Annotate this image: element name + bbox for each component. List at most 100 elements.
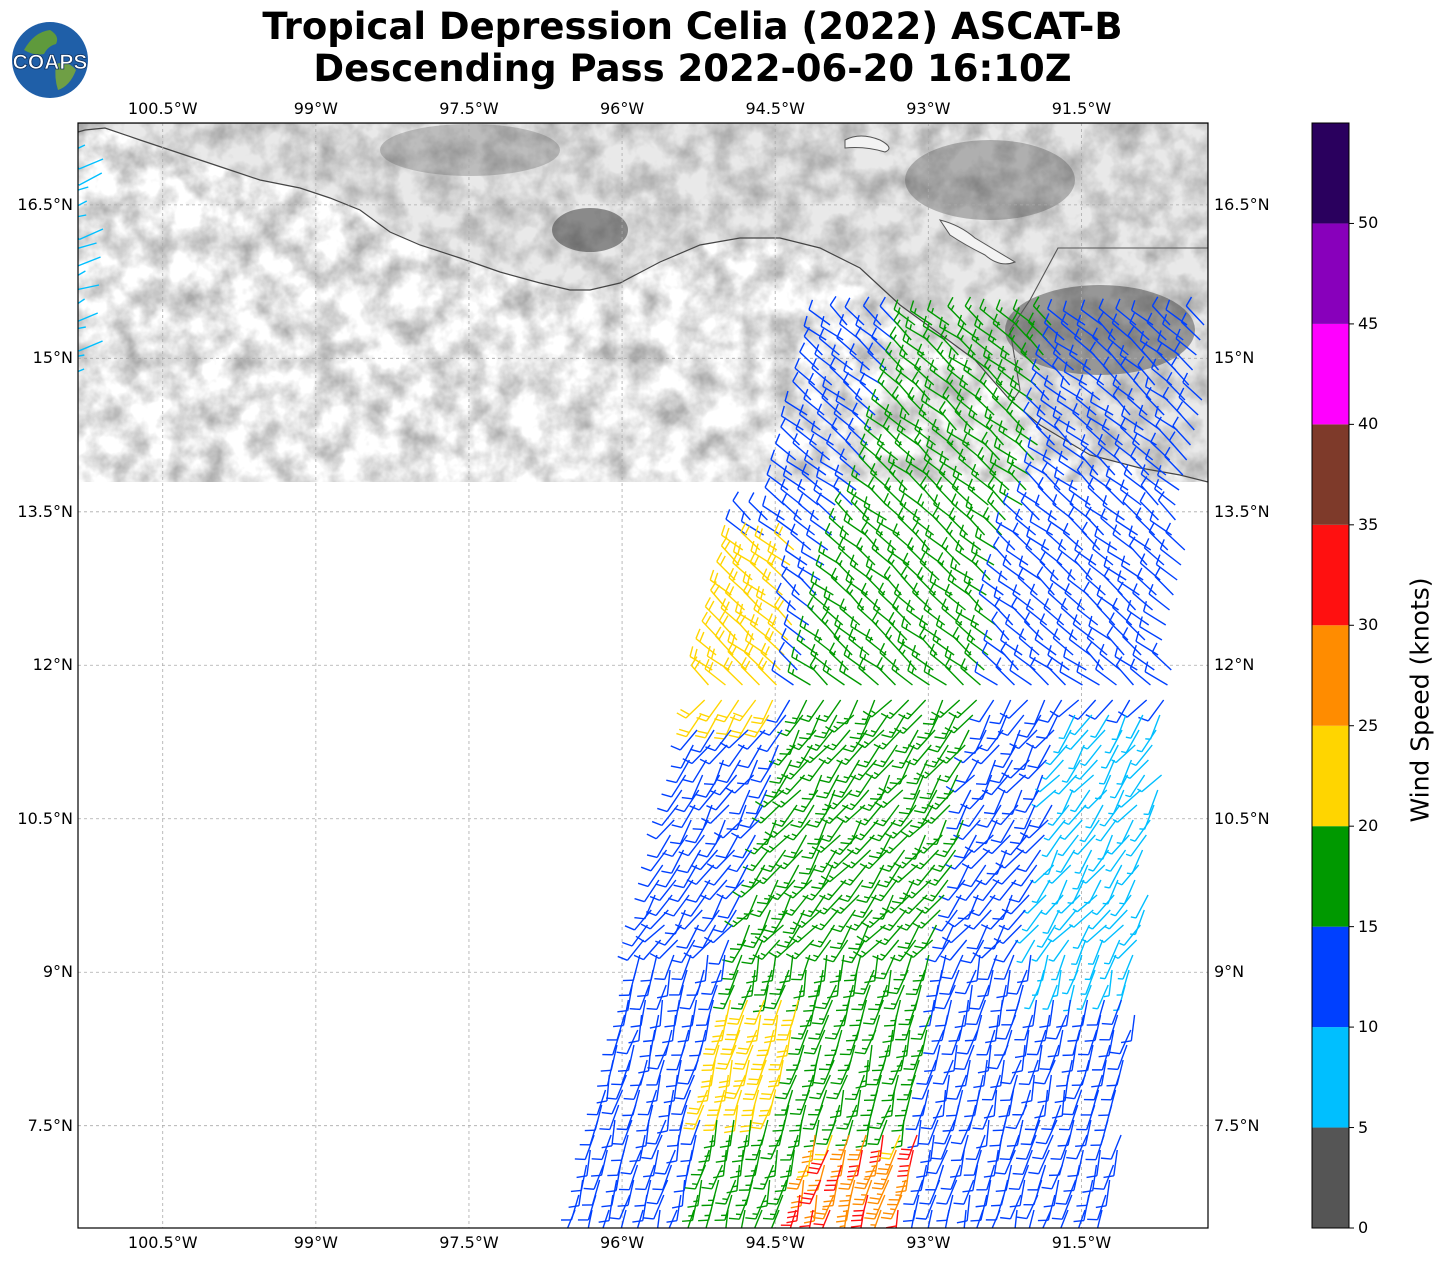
wind-barb bbox=[793, 969, 807, 999]
wind-barb bbox=[686, 1089, 709, 1115]
wind-barb bbox=[1109, 1029, 1132, 1055]
wind-barb bbox=[924, 375, 948, 401]
wind-barb bbox=[78, 214, 87, 218]
wind-barb bbox=[705, 819, 726, 845]
wind-barb bbox=[788, 744, 813, 769]
wind-barb bbox=[966, 924, 989, 950]
wind-barb bbox=[762, 1194, 784, 1220]
wind-barb bbox=[931, 909, 958, 932]
wind-barb bbox=[788, 1029, 809, 1056]
wind-barb bbox=[618, 1164, 639, 1191]
wind-barb bbox=[725, 864, 749, 889]
wind-barb bbox=[1081, 521, 1101, 551]
wind-barb bbox=[1020, 342, 1041, 371]
wind-barb bbox=[976, 1164, 996, 1191]
wind-barb bbox=[787, 661, 811, 686]
wind-barb bbox=[916, 759, 945, 779]
wind-barb bbox=[1090, 1119, 1109, 1146]
wind-barb bbox=[1015, 1134, 1037, 1160]
wind-barb bbox=[1116, 759, 1133, 785]
wind-barb bbox=[780, 1209, 797, 1228]
wind-barb bbox=[654, 954, 675, 981]
wind-barb bbox=[882, 416, 902, 446]
wind-barb bbox=[790, 804, 815, 828]
wind-barb bbox=[955, 1059, 971, 1088]
wind-barb bbox=[646, 894, 673, 917]
wind-barb bbox=[694, 714, 719, 739]
wind-barb bbox=[1065, 729, 1089, 750]
wind-barb bbox=[876, 511, 900, 536]
wind-barb bbox=[1054, 909, 1077, 931]
wind-barb bbox=[895, 371, 914, 401]
wind-barb bbox=[1006, 969, 1028, 995]
lat-label-left: 12°N bbox=[32, 655, 73, 675]
wind-barb bbox=[1130, 894, 1149, 919]
wind-barb bbox=[666, 1134, 680, 1164]
wind-barb bbox=[1138, 699, 1165, 722]
wind-barb bbox=[976, 1029, 996, 1056]
wind-barb bbox=[816, 403, 838, 431]
wind-barb bbox=[1125, 714, 1144, 739]
coastline bbox=[78, 123, 1208, 483]
wind-barb bbox=[1011, 596, 1031, 626]
wind-barb bbox=[655, 924, 682, 946]
wind-barb bbox=[78, 242, 97, 249]
wind-barb bbox=[1072, 924, 1091, 950]
wind-barb bbox=[908, 864, 936, 886]
wind-barb bbox=[860, 433, 882, 461]
wind-barb bbox=[805, 524, 829, 551]
wind-barb bbox=[611, 1059, 631, 1086]
wind-barb bbox=[848, 628, 870, 656]
wind-barb bbox=[1172, 416, 1192, 446]
wind-barb bbox=[1012, 1149, 1033, 1176]
wind-barb bbox=[960, 939, 985, 964]
wind-barb bbox=[743, 642, 764, 671]
wind-barb bbox=[739, 804, 764, 829]
wind-barb bbox=[831, 774, 857, 798]
wind-barb bbox=[1015, 789, 1040, 813]
wind-barb bbox=[819, 879, 847, 901]
wind-barb bbox=[826, 1074, 848, 1100]
wind-barb bbox=[810, 924, 836, 948]
wind-barb bbox=[812, 849, 838, 873]
wind-barb bbox=[668, 1209, 678, 1228]
wind-barb bbox=[918, 403, 940, 431]
wind-barb bbox=[1042, 1209, 1052, 1228]
lon-label-bottom: 93°W bbox=[906, 1233, 951, 1252]
wind-barb bbox=[964, 296, 984, 326]
wind-barb bbox=[1045, 434, 1069, 461]
wind-barb bbox=[814, 984, 837, 1010]
wind-barb bbox=[767, 613, 789, 641]
wind-barb bbox=[1073, 1194, 1090, 1223]
wind-barb bbox=[914, 789, 938, 814]
wind-barb bbox=[753, 1164, 775, 1190]
wind-barb bbox=[811, 909, 839, 931]
wind-barb bbox=[649, 939, 679, 960]
wind-barb bbox=[809, 656, 828, 686]
wind-barb bbox=[690, 729, 715, 753]
wind-barb bbox=[1052, 356, 1071, 386]
wind-barb bbox=[776, 1029, 792, 1058]
wind-barb bbox=[1068, 344, 1091, 371]
wind-barb bbox=[944, 583, 966, 611]
wind-barb bbox=[781, 894, 809, 916]
wind-barb bbox=[703, 1104, 722, 1132]
colorbar-tick-label: 10 bbox=[1358, 1017, 1379, 1037]
wind-barb bbox=[963, 1209, 967, 1228]
wind-barb bbox=[932, 924, 955, 950]
wind-barb bbox=[773, 522, 795, 551]
wind-barb bbox=[1007, 461, 1027, 491]
wind-barb bbox=[946, 432, 967, 461]
wind-barb bbox=[900, 1059, 920, 1086]
wind-barb bbox=[764, 477, 785, 506]
wind-barb bbox=[709, 774, 738, 796]
wind-barb bbox=[964, 643, 985, 671]
wind-barb bbox=[1059, 819, 1083, 841]
wind-barb bbox=[685, 819, 709, 844]
map-frame bbox=[77, 122, 1209, 1229]
wind-barb bbox=[998, 420, 1021, 446]
wind-barb bbox=[895, 729, 919, 754]
wind-barb bbox=[816, 1119, 837, 1145]
wind-barb bbox=[914, 924, 938, 949]
wind-barb bbox=[875, 523, 897, 551]
